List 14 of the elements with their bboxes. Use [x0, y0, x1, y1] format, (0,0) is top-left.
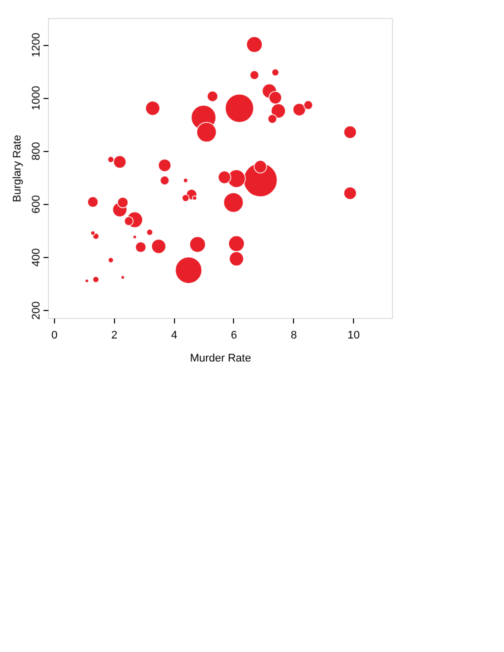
x-tick-label: 10 — [347, 330, 360, 342]
y-tick-label: 200 — [30, 301, 42, 320]
y-tick-label: 600 — [30, 195, 42, 214]
x-tick-label: 4 — [171, 330, 178, 342]
x-tick-label: 2 — [111, 330, 118, 342]
x-tick-label: 0 — [51, 330, 58, 342]
y-tick-label: 800 — [30, 142, 42, 160]
x-axis-title: Murder Rate — [190, 352, 252, 364]
y-tick-label: 1000 — [30, 86, 42, 110]
x-tick-label: 6 — [230, 330, 238, 342]
y-tick-label: 400 — [30, 248, 42, 267]
y-tick-label: 1200 — [30, 32, 42, 58]
y-axis-title: Burglary Rate — [12, 134, 24, 202]
x-tick-label: 8 — [290, 330, 297, 342]
